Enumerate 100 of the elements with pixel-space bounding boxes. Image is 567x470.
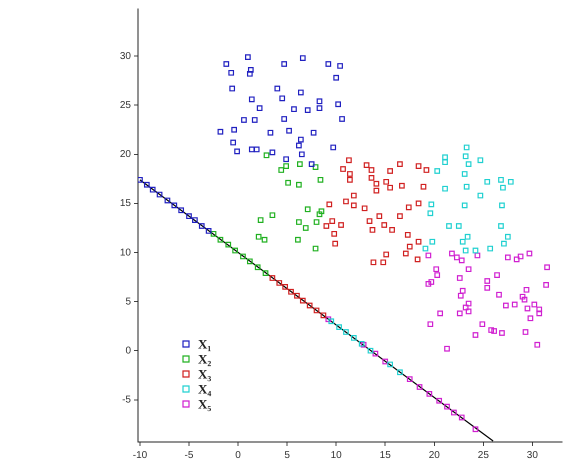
point <box>478 157 484 164</box>
point <box>248 146 255 152</box>
point <box>294 292 300 299</box>
point <box>406 204 412 210</box>
point <box>434 272 440 278</box>
point <box>296 219 302 225</box>
point <box>297 161 303 167</box>
point <box>466 300 472 306</box>
point <box>283 163 289 169</box>
point <box>464 144 470 150</box>
point <box>514 256 520 262</box>
point <box>428 202 434 208</box>
point <box>462 153 469 160</box>
legend-label: X₂ <box>198 351 212 366</box>
point <box>206 228 212 234</box>
point <box>164 198 170 204</box>
point <box>498 176 504 183</box>
point <box>144 182 150 188</box>
point <box>252 117 258 123</box>
point <box>314 308 320 314</box>
point <box>426 281 432 287</box>
point <box>442 154 448 160</box>
point <box>491 328 497 334</box>
point <box>318 208 324 214</box>
point <box>534 342 540 348</box>
point <box>362 205 368 212</box>
point <box>248 67 254 73</box>
point <box>254 146 260 152</box>
point <box>428 279 434 285</box>
point <box>472 426 478 432</box>
point <box>306 302 313 308</box>
point <box>526 250 532 256</box>
point <box>156 192 162 198</box>
point <box>268 130 274 136</box>
y-tick-label: 20 <box>120 149 132 160</box>
point <box>444 404 450 410</box>
point <box>325 61 332 67</box>
point <box>232 248 238 254</box>
point <box>504 234 511 240</box>
point <box>389 227 395 233</box>
point <box>281 116 288 122</box>
point <box>228 70 234 76</box>
point <box>298 151 305 158</box>
point <box>427 321 434 328</box>
x-tick-label: 0 <box>235 450 242 461</box>
point <box>343 198 349 204</box>
point <box>312 164 318 170</box>
point <box>329 218 336 224</box>
point <box>258 217 264 223</box>
point <box>512 302 518 308</box>
point <box>296 182 302 188</box>
point <box>474 252 480 258</box>
point <box>499 330 505 336</box>
point <box>178 207 184 214</box>
point <box>234 148 240 154</box>
point <box>368 167 374 173</box>
point <box>270 275 276 281</box>
point <box>436 398 442 404</box>
point <box>543 282 549 288</box>
point <box>298 90 304 96</box>
point <box>302 225 309 231</box>
point <box>426 391 432 397</box>
point <box>295 236 301 243</box>
point <box>433 266 440 272</box>
point <box>374 188 380 194</box>
point <box>270 212 276 218</box>
point <box>298 136 304 142</box>
point <box>488 327 494 333</box>
y-tick-label: 5 <box>125 296 132 308</box>
legend-label: X₅ <box>198 396 212 412</box>
y-tick-label: 10 <box>120 247 132 258</box>
point <box>328 318 334 324</box>
point <box>427 210 434 216</box>
point <box>531 302 538 308</box>
point <box>304 206 311 212</box>
point <box>218 128 224 135</box>
x-tick-label: -10 <box>132 450 148 461</box>
point <box>282 284 288 290</box>
legend-label: X₄ <box>198 381 212 396</box>
point <box>310 130 316 136</box>
point <box>248 96 255 102</box>
point <box>288 288 294 295</box>
point <box>192 217 198 223</box>
point <box>347 176 353 183</box>
point <box>472 248 478 254</box>
point <box>462 171 468 177</box>
x-tick-label: -5 <box>184 450 194 461</box>
point <box>286 128 292 134</box>
point <box>350 192 357 198</box>
y-tick-label: 25 <box>120 100 132 111</box>
point <box>387 168 393 174</box>
point <box>484 284 490 291</box>
point <box>186 213 192 220</box>
point <box>420 184 426 190</box>
point <box>262 270 268 276</box>
point <box>501 240 507 247</box>
point <box>462 202 468 208</box>
point <box>404 232 411 238</box>
point <box>370 227 376 233</box>
point <box>366 218 372 224</box>
